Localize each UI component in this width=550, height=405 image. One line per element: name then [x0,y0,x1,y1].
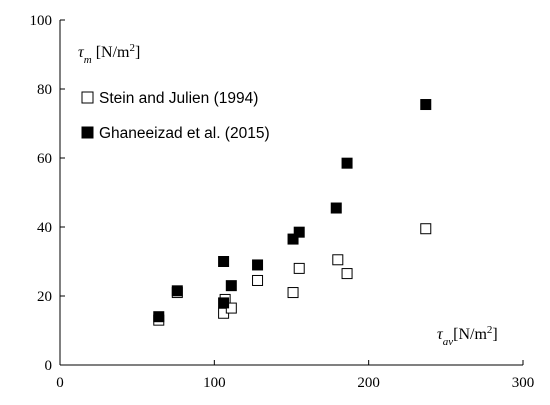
ghaneeizad-point [225,280,237,292]
x-tick-label: 200 [357,375,380,391]
y-axis-label: τm [N/m2] [78,42,140,66]
x-axis-unit-close: ] [492,326,497,343]
ghaneeizad-point [218,297,230,309]
y-tick-label: 40 [37,220,52,236]
stein-julien-point [420,223,432,235]
x-axis-unit: [N/m [453,326,487,343]
stein-julien-point [332,254,344,266]
ghaneeizad-point [153,311,165,323]
y-tick-label: 0 [45,358,53,374]
stein-julien-point [293,262,305,274]
ghaneeizad-point [252,259,264,271]
legend-label: Stein and Julien (1994) [99,90,258,107]
x-tick-label: 0 [56,375,64,391]
y-axis-symbol: τ [78,44,85,61]
data-points [153,99,432,326]
legend: Stein and Julien (1994) Ghaneeizad et al.… [81,90,270,142]
x-axis-unit-sup: 2 [487,324,493,336]
ghaneeizad-point [218,256,230,267]
x-tick-label: 300 [512,375,535,391]
y-axis-unit-close: ] [135,44,140,61]
legend-label: Ghaneeizad et al. (2015) [99,125,270,142]
stein-julien-point [287,287,299,299]
y-axis-unit: [N/m [92,44,130,61]
y-axis-unit-sup: 2 [129,42,135,54]
axis-ticks: 0 100 200 300 0 20 40 60 80 100 [30,13,535,391]
ghaneeizad-point [420,99,432,111]
legend-marker [81,126,94,139]
y-tick-label: 80 [37,82,52,98]
x-tick-label: 100 [203,375,226,391]
ghaneeizad-point [287,233,299,245]
ghaneeizad-point [341,157,353,169]
y-tick-label: 20 [37,289,52,305]
x-axis-label: τav[N/m2] [437,324,498,348]
stein-julien-point [252,274,264,286]
y-tick-label: 100 [30,13,53,29]
axes [59,20,523,366]
ghaneeizad-point [171,285,183,297]
legend-marker [81,91,94,104]
ghaneeizad-point [293,226,305,238]
y-axis-subscript: m [84,54,92,66]
x-axis-symbol: τ [437,326,444,343]
x-axis-subscript: av [443,336,454,348]
y-tick-label: 60 [37,151,52,167]
stein-julien-point [341,268,353,280]
ghaneeizad-point [330,202,342,214]
